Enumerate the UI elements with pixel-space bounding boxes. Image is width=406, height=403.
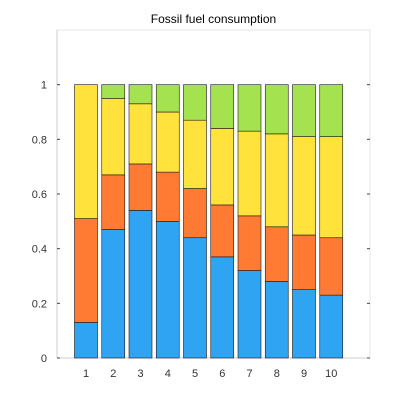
bar-segment-4-3 — [128, 84, 153, 105]
x-tick-label: 9 — [301, 368, 307, 380]
bar-segment-3-7 — [237, 130, 262, 217]
x-tick-label: 2 — [110, 368, 116, 380]
y-tick-label: 0.2 — [32, 298, 47, 310]
bar-segment-2-7 — [237, 215, 262, 271]
bar-segment-2-5 — [183, 188, 207, 239]
bar-segment-2-10 — [319, 237, 344, 296]
bar-segment-2-9 — [292, 234, 316, 290]
bar-segment-1-10 — [319, 294, 344, 359]
bar-segment-2-3 — [128, 163, 153, 211]
x-tick-label: 10 — [325, 368, 337, 380]
bar-segment-1-8 — [264, 281, 289, 359]
bar-segment-1-4 — [155, 221, 180, 359]
bar-segment-1-5 — [183, 237, 207, 359]
bar-segment-4-4 — [155, 84, 180, 113]
bar-segment-3-2 — [101, 98, 126, 176]
y-tick-label: 0.8 — [32, 134, 47, 146]
bar-segment-1-1 — [74, 322, 98, 359]
y-tick-label: 0.6 — [32, 189, 47, 201]
x-tick-label: 4 — [165, 368, 171, 380]
bar-segment-2-6 — [210, 204, 235, 258]
bar-segment-1-3 — [128, 210, 153, 359]
bar-segment-4-6 — [210, 84, 235, 129]
bar-segment-3-10 — [319, 136, 344, 239]
bar-segment-4-2 — [101, 84, 126, 99]
bar-segment-2-1 — [74, 218, 98, 323]
bar-segment-3-9 — [292, 136, 316, 236]
x-tick-label: 8 — [274, 368, 280, 380]
bar-segment-4-9 — [292, 84, 316, 137]
chart-title: Fossil fuel consumption — [151, 12, 276, 26]
bar-segment-4-10 — [319, 84, 344, 137]
bar-segment-1-6 — [210, 256, 235, 359]
bar-segment-3-3 — [128, 103, 153, 165]
bar-segment-3-5 — [183, 119, 207, 189]
y-tick-label: 1 — [41, 80, 47, 92]
bar-segment-4-5 — [183, 84, 207, 121]
x-tick-label: 1 — [83, 368, 89, 380]
bar-segment-4-7 — [237, 84, 262, 132]
bar-segment-2-4 — [155, 171, 180, 222]
bar-segment-3-1 — [74, 84, 98, 219]
x-tick-label: 3 — [137, 368, 143, 380]
bar-segment-1-9 — [292, 289, 316, 359]
y-tick-label: 0 — [41, 353, 47, 365]
bar-segment-3-6 — [210, 128, 235, 206]
bar-segment-3-4 — [155, 111, 180, 173]
x-tick-label: 7 — [246, 368, 252, 380]
x-tick-label: 6 — [219, 368, 225, 380]
bar-segment-2-2 — [101, 174, 126, 230]
bar-segment-2-8 — [264, 226, 289, 282]
plot-area: 0 0.2 0.4 0.6 0.8 1 1 2 3 4 5 6 7 8 9 10 — [32, 29, 371, 380]
x-tick-label: 5 — [192, 368, 198, 380]
y-tick-label: 0.4 — [32, 244, 47, 256]
bar-segment-1-2 — [101, 229, 126, 359]
bar-segment-4-8 — [264, 84, 289, 135]
bar-segment-3-8 — [264, 133, 289, 228]
bar-segment-1-7 — [237, 270, 262, 359]
